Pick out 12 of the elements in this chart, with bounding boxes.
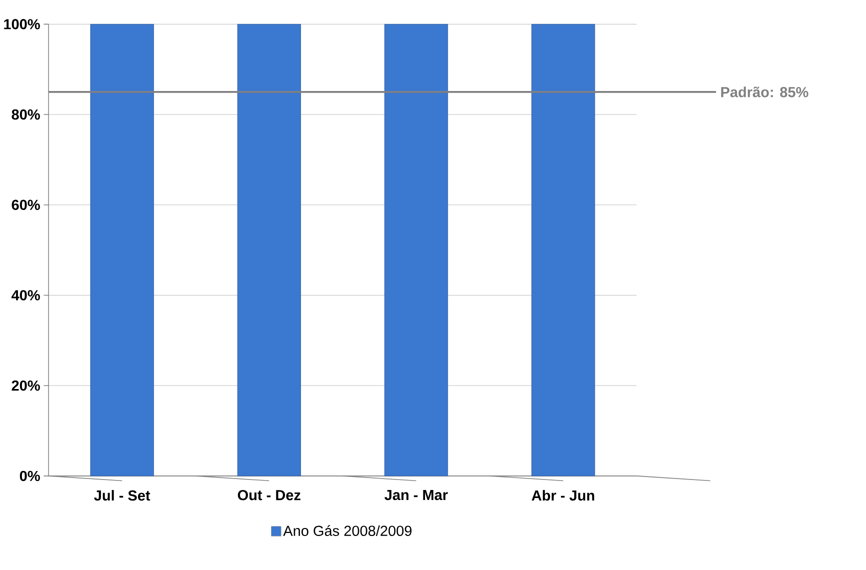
x-tick-label: Jul - Set [94,490,150,501]
y-tick-label: 60% [12,200,40,210]
ref-line-label: Padrão: 85% [721,86,808,98]
y-tick-label: 100% [4,19,40,30]
y-tick-label: 40% [12,290,40,300]
x-tick-label: Abr - Jun [532,490,594,501]
legend-label: Ano Gás 2008/2009 [283,525,412,536]
y-tick-label: 20% [12,380,40,391]
x-tick-label: Out - Dez [238,490,300,500]
y-tick-label: 0% [20,470,40,482]
x-tick-label: Jan - Mar [384,490,448,500]
y-tick-label: 80% [12,110,40,120]
